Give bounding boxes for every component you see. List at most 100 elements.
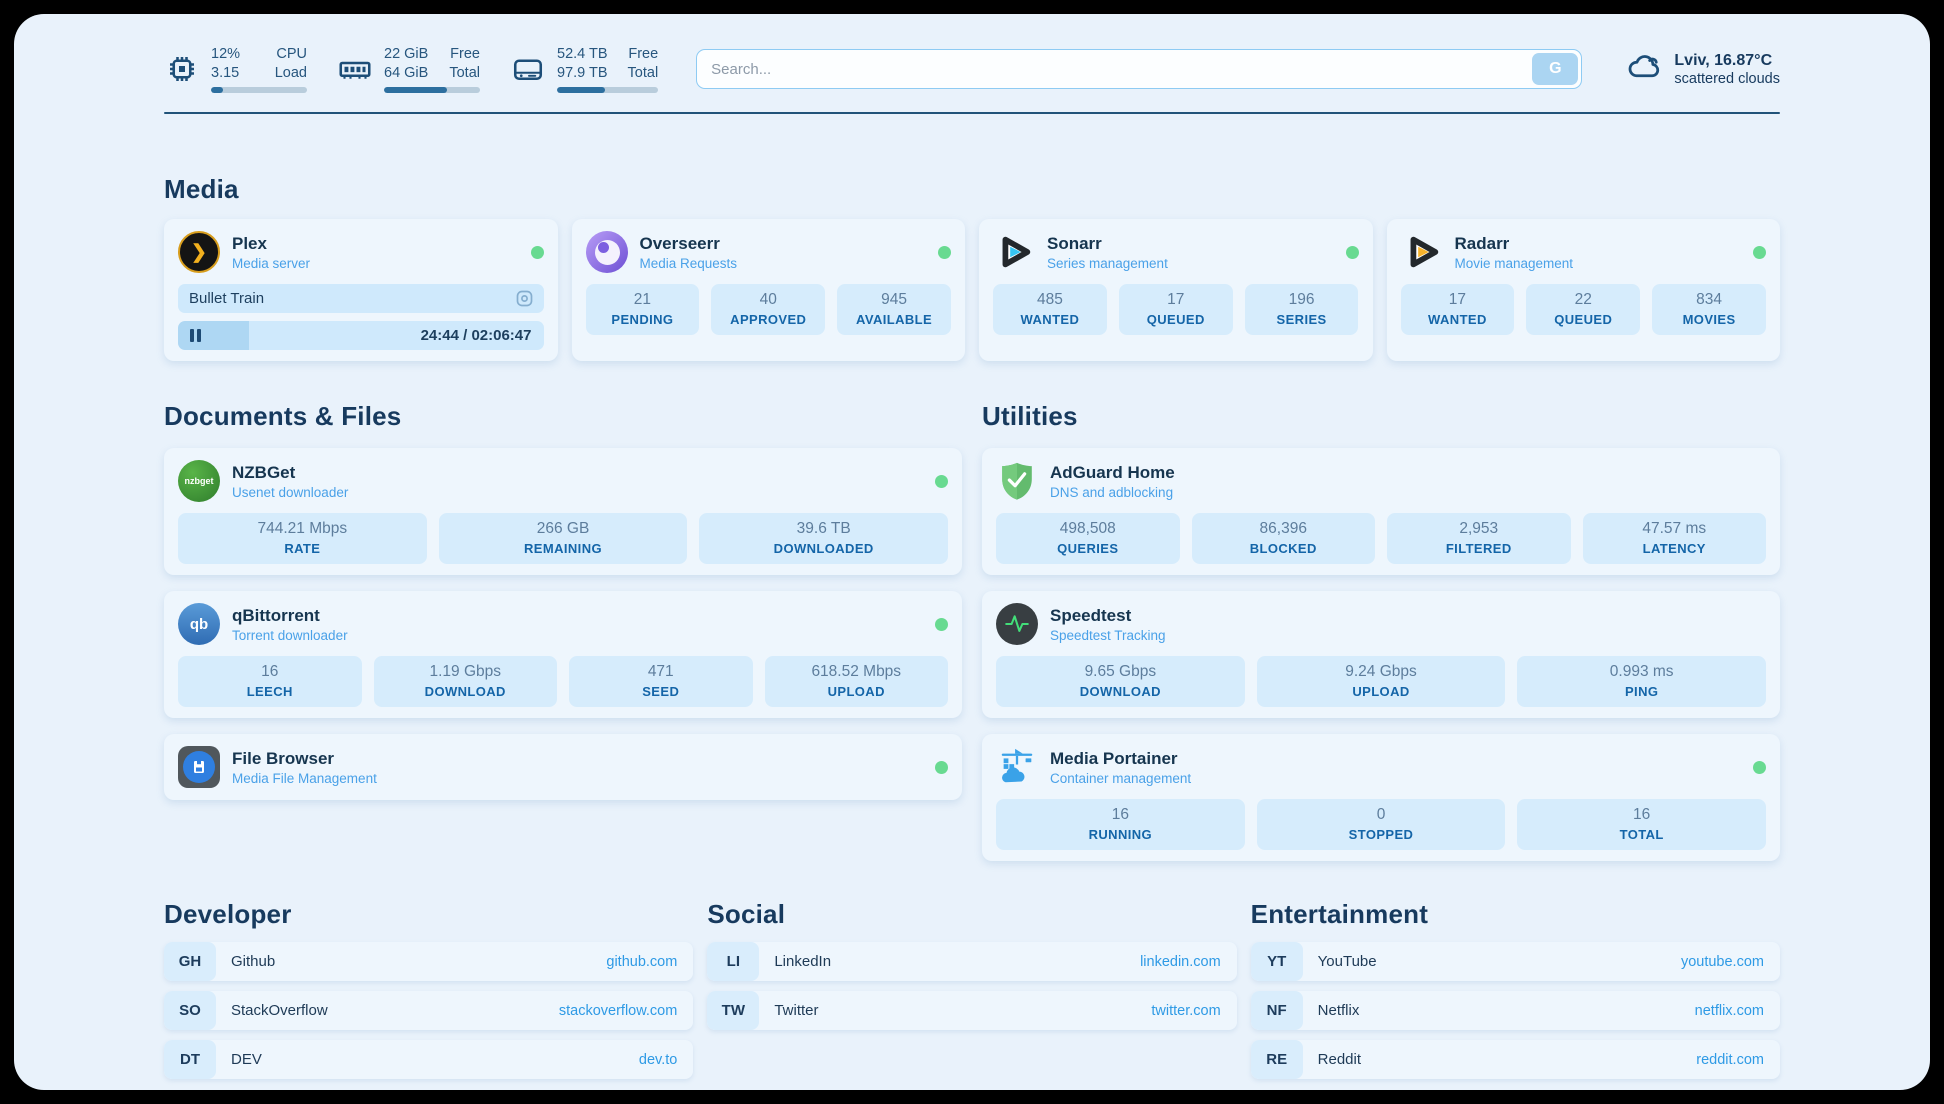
disk-free-label: Free — [628, 45, 659, 62]
stat-value: 1.19 Gbps — [429, 663, 502, 680]
weather-text: Lviv, 16.87°C scattered clouds — [1674, 52, 1780, 87]
dashboard-page: 12% 3.15 CPU Load — [14, 14, 1930, 1090]
portainer-card-head: Media Portainer Container management — [996, 745, 1766, 789]
stat-label: QUERIES — [1057, 541, 1119, 556]
stat-rate: 744.21 Mbps RATE — [178, 513, 427, 564]
link-netflix[interactable]: NF Netflix netflix.com — [1250, 991, 1780, 1030]
stat-queued: 22 QUEUED — [1526, 284, 1641, 335]
disk-stat-widget: 52.4 TB 97.9 TB Free Total — [510, 45, 659, 94]
portainer-logo-icon — [996, 746, 1038, 788]
media-popup-icon[interactable] — [516, 290, 533, 307]
adguard-card[interactable]: AdGuard Home DNS and adblocking 498,508 … — [982, 448, 1780, 575]
middle-zone: Documents & Files nzbget NZBGet Usenet d… — [164, 401, 1780, 861]
now-playing-row: Bullet Train — [178, 284, 544, 313]
stat-label: DOWNLOADED — [773, 541, 874, 556]
ram-free-label: Free — [450, 45, 480, 62]
disk-total-value: 97.9 TB — [557, 64, 608, 81]
filebrowser-card[interactable]: File Browser Media File Management — [164, 734, 962, 800]
stat-label: FILTERED — [1445, 541, 1512, 556]
radarr-card[interactable]: Radarr Movie management 17 WANTED 22 QUE… — [1386, 219, 1780, 361]
sonarr-card[interactable]: Sonarr Series management 485 WANTED 17 Q… — [979, 219, 1373, 361]
link-github[interactable]: GH Github github.com — [164, 942, 694, 981]
disk-icon — [510, 51, 546, 87]
entertainment-section: Entertainment YT YouTube youtube.com NF … — [1250, 899, 1780, 1079]
overseerr-card[interactable]: Overseerr Media Requests 21 PENDING 40 A… — [571, 219, 965, 361]
speedtest-subtitle: Speedtest Tracking — [1050, 627, 1166, 643]
stat-label: QUEUED — [1146, 312, 1205, 327]
portainer-card[interactable]: Media Portainer Container management 16 … — [982, 734, 1780, 861]
dev-abbr-badge: DT — [164, 1040, 216, 1079]
link-linkedin[interactable]: LI LinkedIn linkedin.com — [707, 942, 1237, 981]
speedtest-card[interactable]: Speedtest Speedtest Tracking 9.65 Gbps D… — [982, 591, 1780, 718]
plex-titles: Plex Media server — [232, 234, 310, 271]
disk-total-label: Total — [627, 64, 659, 81]
ram-total-value: 64 GiB — [384, 64, 429, 81]
now-playing-title: Bullet Train — [189, 290, 265, 307]
stat-download: 9.65 Gbps DOWNLOAD — [996, 656, 1245, 707]
nzbget-name: NZBGet — [232, 462, 296, 482]
sonarr-status-dot — [1345, 245, 1359, 259]
stat-label: AVAILABLE — [856, 312, 933, 327]
portainer-titles: Media Portainer Container management — [1050, 749, 1191, 786]
stat-value: 2,953 — [1459, 520, 1499, 537]
disk-progress-track — [557, 87, 659, 94]
link-name: Netflix — [1317, 1002, 1360, 1019]
stat-value: 39.6 TB — [796, 520, 851, 537]
stat-ping: 0.993 ms PING — [1517, 656, 1767, 707]
system-stats: 12% 3.15 CPU Load — [164, 45, 659, 94]
radarr-status-dot — [1753, 245, 1766, 259]
qbittorrent-card[interactable]: qb qBittorrent Torrent downloader 16 LEE… — [164, 591, 962, 718]
search-engine-button[interactable]: G — [1532, 53, 1579, 85]
search-input[interactable] — [696, 49, 1583, 89]
ram-progress-track — [384, 87, 480, 94]
overseerr-subtitle: Media Requests — [639, 255, 738, 271]
overseerr-card-head: Overseerr Media Requests — [585, 230, 951, 274]
stat-value: 945 — [881, 291, 907, 308]
filebrowser-status-dot — [935, 760, 948, 774]
stat-value: 16 — [1633, 806, 1651, 823]
documents-section: Documents & Files nzbget NZBGet Usenet d… — [164, 401, 962, 861]
radarr-logo-icon — [1401, 231, 1443, 273]
stat-available: 945 AVAILABLE — [837, 284, 951, 335]
stat-queued: 17 QUEUED — [1118, 284, 1233, 335]
plex-card[interactable]: ❯ Plex Media server Bullet Train — [164, 219, 558, 361]
link-name: Github — [231, 953, 276, 970]
link-url: github.com — [606, 953, 678, 970]
link-url: reddit.com — [1696, 1051, 1764, 1068]
media-section: Media ❯ Plex Media server Bullet Train — [164, 174, 1780, 361]
adguard-titles: AdGuard Home DNS and adblocking — [1050, 463, 1175, 500]
youtube-abbr-badge: YT — [1250, 942, 1303, 981]
filebrowser-card-head: File Browser Media File Management — [178, 745, 948, 789]
portainer-subtitle: Container management — [1050, 770, 1192, 786]
stat-series: 196 SERIES — [1244, 284, 1359, 335]
link-youtube[interactable]: YT YouTube youtube.com — [1250, 942, 1780, 981]
portainer-stats: 16 RUNNING 0 STOPPED 16 TOTAL — [996, 799, 1767, 850]
link-dev[interactable]: DT DEV dev.to — [164, 1040, 694, 1079]
utilities-section: Utilities AdGuard Home DNS and adblockin… — [982, 401, 1780, 861]
ram-stat-body: 22 GiB 64 GiB Free Total — [384, 45, 480, 94]
stat-value: 498,508 — [1059, 520, 1116, 537]
entertainment-section-title: Entertainment — [1250, 899, 1429, 929]
plex-logo-icon: ❯ — [178, 231, 220, 273]
stat-value: 22 — [1574, 291, 1592, 308]
netflix-abbr-badge: NF — [1250, 991, 1303, 1030]
stat-value: 744.21 Mbps — [257, 520, 348, 537]
stat-label: BLOCKED — [1249, 541, 1317, 556]
developer-section-title: Developer — [164, 899, 292, 929]
stat-value: 40 — [759, 291, 777, 308]
portainer-name: Media Portainer — [1050, 748, 1178, 768]
sonarr-card-head: Sonarr Series management — [993, 230, 1359, 274]
sonarr-name: Sonarr — [1047, 233, 1102, 253]
link-name: Twitter — [774, 1002, 819, 1019]
stat-remaining: 266 GB REMAINING — [438, 513, 688, 564]
stat-upload: 9.24 Gbps UPLOAD — [1256, 656, 1506, 707]
nzbget-card[interactable]: nzbget NZBGet Usenet downloader 744.21 M… — [164, 448, 962, 575]
link-twitter[interactable]: TW Twitter twitter.com — [707, 991, 1237, 1030]
radarr-stats: 17 WANTED 22 QUEUED 834 MOVIES — [1400, 284, 1767, 335]
link-stackoverflow[interactable]: SO StackOverflow stackoverflow.com — [164, 991, 694, 1030]
portainer-status-dot — [1753, 760, 1766, 774]
plex-subtitle: Media server — [232, 255, 311, 271]
cpu-stat-body: 12% 3.15 CPU Load — [211, 45, 307, 94]
link-reddit[interactable]: RE Reddit reddit.com — [1250, 1040, 1780, 1079]
sonarr-stats: 485 WANTED 17 QUEUED 196 SERIES — [993, 284, 1359, 335]
